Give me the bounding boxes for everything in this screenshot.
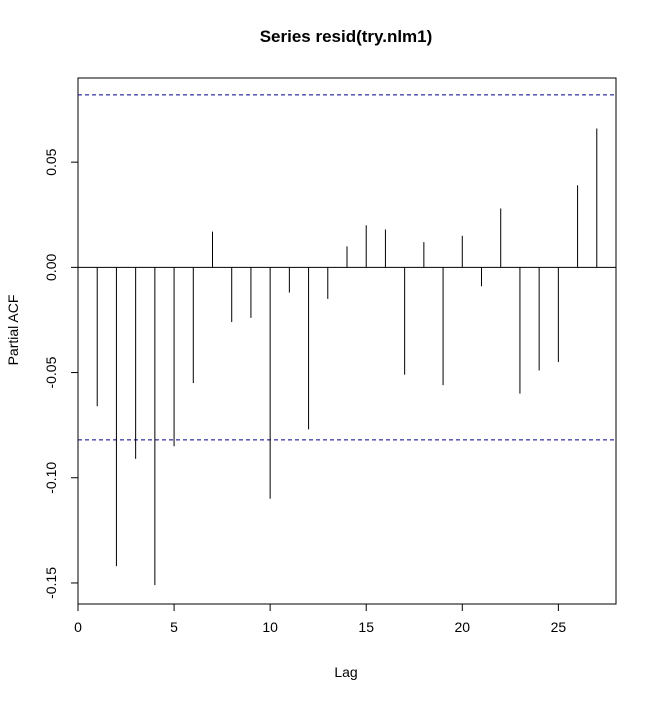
x-tick-label: 20 (454, 619, 470, 635)
x-tick-label: 15 (358, 619, 374, 635)
x-axis: 0 5 10 15 20 25 (74, 603, 567, 635)
pacf-bars (96, 128, 598, 586)
x-axis-label: Lag (334, 664, 357, 680)
y-tick-label: 0.00 (43, 254, 59, 281)
x-tick-label: 0 (74, 619, 82, 635)
plot-frame (77, 77, 617, 605)
y-tick-label: 0.05 (43, 148, 59, 175)
chart-title: Series resid(try.nlm1) (260, 27, 433, 46)
y-axis: -0.15 -0.10 -0.05 0.00 0.05 (43, 148, 79, 599)
y-axis-label: Partial ACF (5, 295, 21, 366)
y-tick-label: -0.10 (43, 462, 59, 494)
x-tick-label: 5 (170, 619, 178, 635)
y-tick-label: -0.15 (43, 567, 59, 599)
x-tick-label: 10 (262, 619, 278, 635)
confidence-bounds (78, 94, 616, 441)
y-tick-label: -0.05 (43, 356, 59, 388)
x-tick-label: 25 (551, 619, 567, 635)
